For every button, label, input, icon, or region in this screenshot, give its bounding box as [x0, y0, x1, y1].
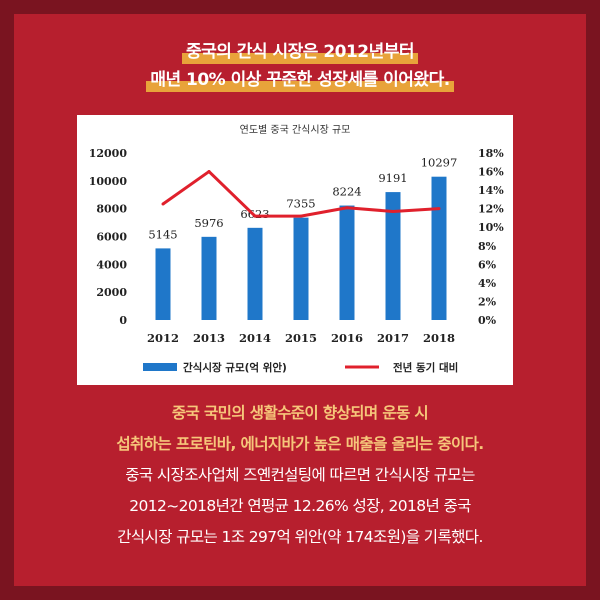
right-tick-label: 4%	[478, 277, 497, 290]
right-tick-label: 12%	[478, 203, 504, 216]
bar-value-label: 9191	[378, 171, 407, 185]
growth-point	[253, 214, 257, 218]
chart: 연도별 중국 간식시장 규모 0 2000 4000 6000 8000 10000 1200…	[89, 124, 505, 374]
left-tick-label: 8000	[96, 203, 127, 216]
legend-bar-label: 간식시장 규모(억 위안)	[183, 361, 287, 374]
right-tick-label: 8%	[478, 240, 497, 253]
right-tick-label: 16%	[478, 166, 504, 179]
category-label: 2015	[285, 331, 317, 345]
category-label: 2018	[423, 331, 455, 345]
bar-value-label: 5145	[148, 227, 177, 241]
caption-line-4: 2012~2018년간 연평균 12.26% 성장, 2018년 중국	[129, 497, 471, 515]
bar	[339, 205, 355, 320]
caption-line-5: 간식시장 규모는 1조 297억 위안(약 174조원)을 기록했다.	[117, 528, 483, 546]
growth-point	[161, 202, 165, 206]
caption: 중국 국민의 생활수준이 향상되며 운동 시 섭취하는 프로틴바, 에너지바가 …	[0, 398, 600, 553]
growth-point	[345, 206, 349, 210]
category-label: 2016	[331, 331, 363, 345]
left-tick-label: 6000	[96, 231, 127, 244]
bar	[247, 227, 263, 320]
chart-title: 연도별 중국 간식시장 규모	[240, 124, 351, 136]
bar-value-label: 8224	[332, 185, 361, 199]
bar-value-label: 10297	[421, 156, 458, 170]
right-tick-label: 6%	[478, 258, 497, 271]
bar-value-label: 7355	[286, 197, 315, 211]
bar	[201, 236, 217, 320]
bar-value-label: 6623	[240, 207, 269, 221]
bar-value-label: 5976	[194, 216, 223, 230]
legend-bar-swatch	[143, 363, 177, 371]
bar	[155, 248, 171, 320]
right-tick-label: 14%	[478, 184, 504, 197]
right-tick-label: 18%	[478, 147, 504, 160]
headline-line-2: 매년 10% 이상 꾸준한 성장세를 이어왔다.	[146, 68, 454, 92]
bar	[293, 217, 309, 320]
caption-line-3: 중국 시장조사업체 즈옌컨설팅에 따르면 간식시장 규모는	[125, 466, 475, 484]
right-tick-label: 0%	[478, 314, 497, 327]
category-label: 2017	[377, 331, 409, 345]
caption-line-2: 섭취하는 프로틴바, 에너지바가 높은 매출을 올리는 중이다.	[116, 435, 484, 453]
legend-line-label: 전년 동기 대비	[393, 361, 458, 374]
growth-point	[391, 209, 395, 213]
growth-point	[437, 207, 441, 211]
right-tick-label: 10%	[478, 221, 504, 234]
left-tick-label: 10000	[89, 175, 128, 188]
left-tick-label: 0	[119, 314, 127, 327]
headline: 중국의 간식 시장은 2012년부터 매년 10% 이상 꾸준한 성장세를 이어…	[0, 38, 600, 94]
left-tick-label: 12000	[89, 147, 128, 160]
chart-panel: 연도별 중국 간식시장 규모 0 2000 4000 6000 8000 10000 1200…	[77, 115, 513, 385]
growth-point	[299, 214, 303, 218]
bar	[431, 176, 447, 320]
right-tick-label: 2%	[478, 295, 497, 308]
category-label: 2012	[147, 331, 179, 345]
category-label: 2014	[239, 331, 271, 345]
bar	[385, 192, 401, 320]
category-label: 2013	[193, 331, 225, 345]
left-tick-label: 2000	[96, 286, 127, 299]
headline-line-1: 중국의 간식 시장은 2012년부터	[181, 40, 419, 64]
growth-point	[207, 170, 211, 174]
left-tick-label: 4000	[96, 258, 127, 271]
caption-line-1: 중국 국민의 생활수준이 향상되며 운동 시	[171, 404, 429, 422]
